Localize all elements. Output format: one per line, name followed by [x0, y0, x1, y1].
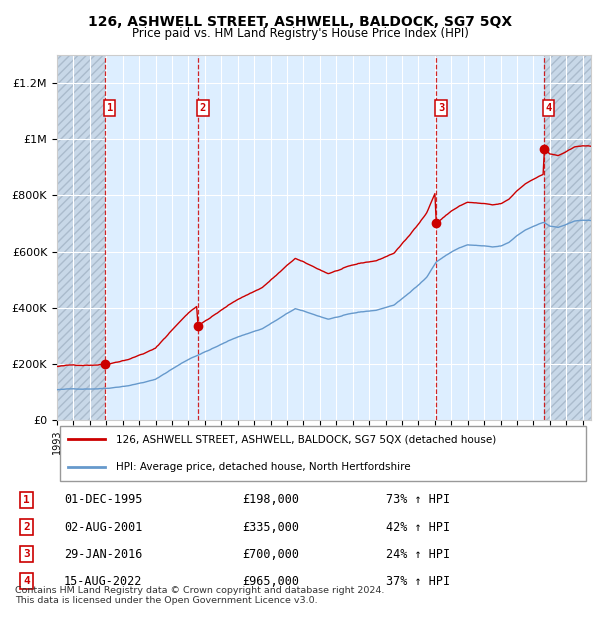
Text: 4: 4: [23, 576, 30, 587]
Text: 01-DEC-1995: 01-DEC-1995: [64, 494, 142, 507]
Text: 15-AUG-2022: 15-AUG-2022: [64, 575, 142, 588]
Text: 42% ↑ HPI: 42% ↑ HPI: [386, 521, 451, 534]
Text: 3: 3: [438, 103, 444, 113]
Text: 1: 1: [23, 495, 30, 505]
Text: This data is licensed under the Open Government Licence v3.0.: This data is licensed under the Open Gov…: [15, 596, 317, 606]
Text: 4: 4: [545, 103, 551, 113]
Text: 3: 3: [23, 549, 30, 559]
Text: 02-AUG-2001: 02-AUG-2001: [64, 521, 142, 534]
Text: £335,000: £335,000: [242, 521, 299, 534]
Text: 29-JAN-2016: 29-JAN-2016: [64, 547, 142, 560]
Bar: [57, 55, 105, 420]
Text: 73% ↑ HPI: 73% ↑ HPI: [386, 494, 451, 507]
Text: 24% ↑ HPI: 24% ↑ HPI: [386, 547, 451, 560]
Text: £198,000: £198,000: [242, 494, 299, 507]
Text: Contains HM Land Registry data © Crown copyright and database right 2024.: Contains HM Land Registry data © Crown c…: [15, 586, 385, 595]
Text: £965,000: £965,000: [242, 575, 299, 588]
Text: 126, ASHWELL STREET, ASHWELL, BALDOCK, SG7 5QX: 126, ASHWELL STREET, ASHWELL, BALDOCK, S…: [88, 16, 512, 30]
Text: 2: 2: [200, 103, 206, 113]
Text: 37% ↑ HPI: 37% ↑ HPI: [386, 575, 451, 588]
Text: 126, ASHWELL STREET, ASHWELL, BALDOCK, SG7 5QX (detached house): 126, ASHWELL STREET, ASHWELL, BALDOCK, S…: [116, 435, 496, 445]
Bar: [544, 55, 591, 420]
Text: Price paid vs. HM Land Registry's House Price Index (HPI): Price paid vs. HM Land Registry's House …: [131, 27, 469, 40]
Text: £700,000: £700,000: [242, 547, 299, 560]
Text: HPI: Average price, detached house, North Hertfordshire: HPI: Average price, detached house, Nort…: [116, 462, 410, 472]
Text: 2: 2: [23, 522, 30, 532]
Text: 1: 1: [107, 103, 113, 113]
